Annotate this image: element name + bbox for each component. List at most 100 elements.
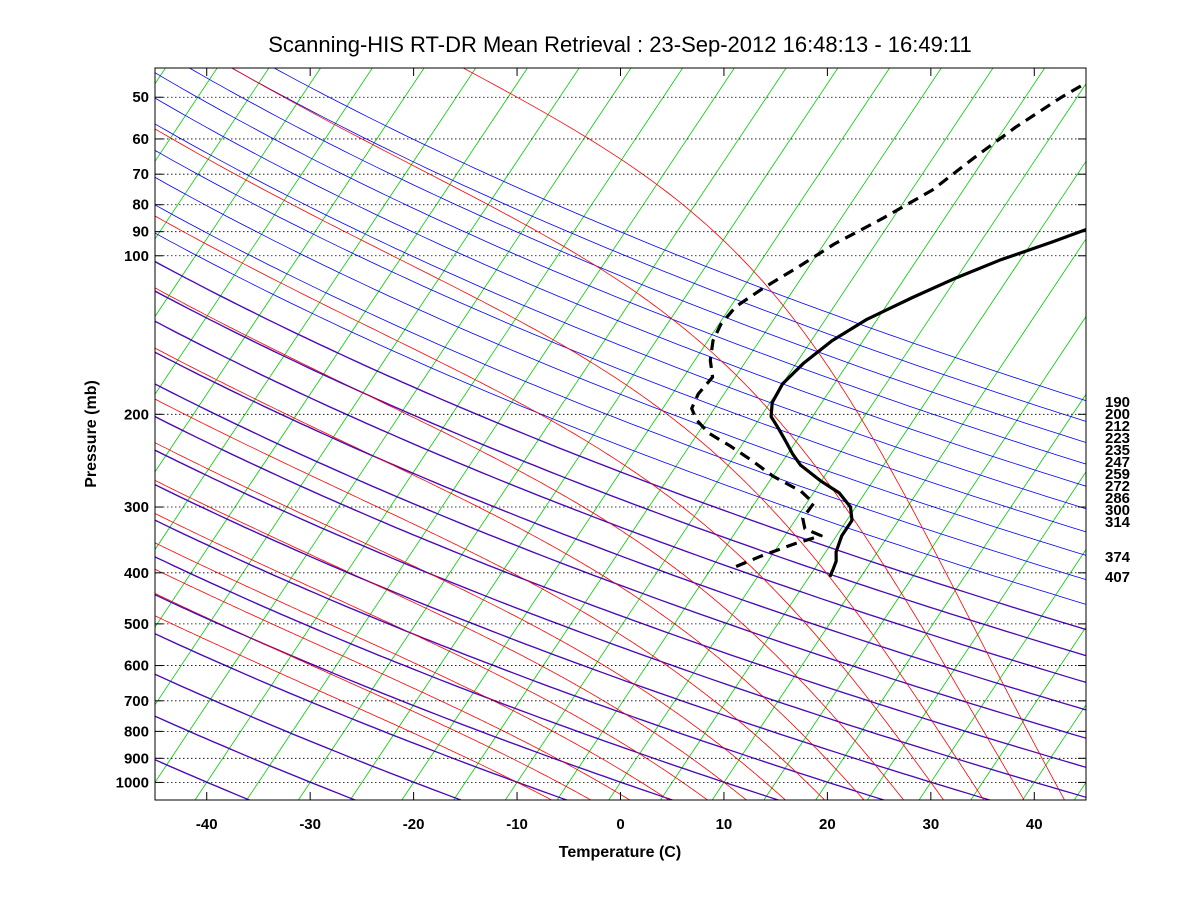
dry-adiabat-line	[155, 520, 885, 800]
y-tick-label: 100	[124, 248, 149, 265]
chart-title: Scanning-HIS RT-DR Mean Retrieval : 23-S…	[268, 32, 972, 57]
y-tick-label: 900	[124, 750, 149, 767]
y-tick-label: 200	[124, 406, 149, 423]
mixing-ratio-line	[155, 632, 569, 800]
right-side-label: 259	[1105, 466, 1130, 483]
isotherm-line	[349, 68, 839, 800]
moist-adiabat-line	[155, 215, 945, 800]
x-tick-label: 10	[716, 816, 733, 833]
mixing-ratio-line	[155, 673, 463, 800]
moist-adiabat-line	[155, 542, 670, 800]
dry-adiabat-line	[155, 123, 1086, 510]
temperature-profile-line	[769, 227, 1086, 578]
mixing-ratio-line	[155, 519, 887, 800]
isotherm-line	[297, 68, 787, 800]
y-tick-label: 50	[132, 89, 149, 106]
mixing-ratio-line	[155, 351, 1086, 710]
mixing-ratio-line	[155, 483, 993, 800]
isotherm-line	[866, 471, 1086, 800]
isotherm-line	[815, 393, 1086, 800]
mixing-ratio-line	[155, 290, 1086, 656]
isotherm-line	[556, 68, 1046, 800]
moist-adiabat-line	[155, 513, 709, 800]
isotherm-line	[155, 68, 632, 784]
moist-adiabat-line	[155, 128, 985, 800]
right-side-label: 223	[1105, 430, 1130, 447]
moist-adiabat-line	[462, 68, 1066, 800]
right-side-label: 212	[1105, 418, 1130, 435]
y-tick-label: 1000	[116, 774, 149, 791]
isotherm-line	[155, 68, 580, 706]
dry-adiabat-line	[155, 352, 1086, 711]
dry-adiabat-line	[155, 97, 1086, 487]
right-side-label: 407	[1105, 569, 1130, 586]
right-side-label: 190	[1105, 394, 1130, 411]
dry-adiabat-line	[155, 321, 1086, 684]
x-tick-label: -10	[506, 816, 528, 833]
isotherm-line	[155, 68, 528, 628]
mixing-ratio-line	[155, 415, 1086, 768]
moist-adiabat-line	[155, 442, 787, 800]
dry-adiabat-line	[230, 68, 1086, 422]
y-tick-label: 80	[132, 197, 149, 214]
y-tick-label: 60	[132, 131, 149, 148]
y-tick-label: 300	[124, 499, 149, 516]
dry-adiabat-line	[155, 204, 1086, 581]
dry-adiabat-line	[155, 290, 1086, 657]
moist-adiabat-line	[231, 68, 1025, 800]
isotherm-line	[155, 68, 322, 318]
moist-adiabat-line	[155, 398, 826, 800]
mixing-ratio-line	[155, 556, 781, 800]
mixing-ratio-line	[155, 260, 1086, 630]
dry-adiabat-line	[155, 383, 1086, 739]
right-side-label: 314	[1105, 514, 1131, 531]
y-tick-label: 70	[132, 166, 149, 183]
right-side-label: 200	[1105, 406, 1130, 423]
moist-adiabat-line	[155, 615, 553, 800]
dry-adiabat-line	[155, 594, 673, 800]
y-axis-label: Pressure (mb)	[83, 380, 100, 488]
dry-adiabat-line	[188, 68, 1086, 443]
right-side-label: 272	[1105, 478, 1130, 495]
moist-adiabat-line	[155, 347, 865, 800]
isotherm-line	[711, 238, 1086, 800]
x-tick-label: -40	[196, 816, 218, 833]
x-tick-label: 20	[819, 816, 836, 833]
isotherm-line	[155, 68, 425, 473]
y-tick-labels: 50 60 70 80 90 100 200 300 400 500 600 700 800 900 100…	[116, 89, 149, 791]
moist-adiabat-line	[155, 593, 592, 800]
profiles	[690, 81, 1086, 578]
isotherm-line	[504, 68, 994, 800]
x-tick-label: 40	[1026, 816, 1043, 833]
isotherm-line	[970, 626, 1086, 800]
right-side-label: 247	[1105, 454, 1130, 471]
y-tick-label: 90	[132, 224, 149, 241]
mixing-ratio-line	[155, 383, 1086, 739]
moist-adiabat-line	[155, 568, 631, 800]
dry-adiabat-line	[155, 674, 462, 800]
dry-adiabat-line	[155, 484, 991, 800]
y-tick-label: 500	[124, 616, 149, 633]
axis-ticks	[155, 68, 1086, 800]
x-tick-label: 30	[922, 816, 939, 833]
x-tick-label: 0	[616, 816, 624, 833]
dry-adiabat-line	[155, 72, 1086, 465]
isotherm-line	[918, 548, 1086, 800]
y-tick-label: 800	[124, 723, 149, 740]
mixing-ratio-line	[155, 449, 1086, 798]
isotherm-line	[401, 68, 891, 800]
x-tick-label: -30	[299, 816, 321, 833]
isobar-grid	[155, 96, 1086, 783]
right-side-label: 286	[1105, 490, 1130, 507]
isotherm-line	[246, 68, 735, 800]
isotherm-line	[194, 68, 684, 800]
dry-adiabat-line	[155, 633, 568, 800]
y-tick-label: 400	[124, 565, 149, 582]
x-axis-label: Temperature (C)	[559, 844, 681, 861]
right-side-label: 300	[1105, 502, 1130, 519]
right-side-label: 235	[1105, 442, 1130, 459]
dry-adiabat-line	[155, 149, 1086, 533]
